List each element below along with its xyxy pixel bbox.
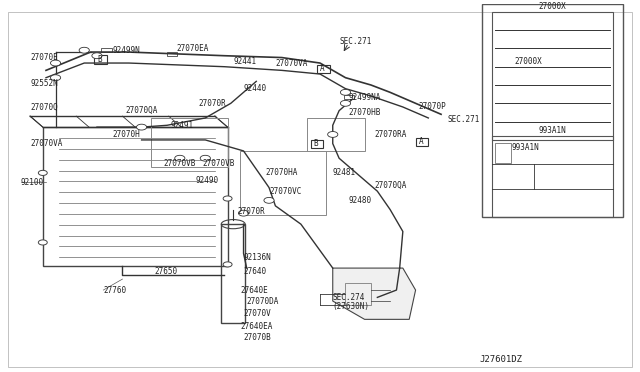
Text: 27070QA: 27070QA [374,181,406,190]
Text: 92499NA: 92499NA [349,93,381,102]
Text: 27640E: 27640E [241,286,268,295]
Bar [492,136,613,217]
Circle shape [328,132,338,137]
Text: 993A1N: 993A1N [511,143,539,152]
Text: 27070EA: 27070EA [177,44,209,53]
Text: SEC.271: SEC.271 [339,36,371,46]
Text: 27000X: 27000X [539,2,566,11]
Text: SEC.271: SEC.271 [447,115,480,124]
Text: 27640: 27640 [244,267,267,276]
Text: 27070RA: 27070RA [374,130,406,139]
Bar [311,140,323,148]
Bar [317,64,330,73]
Text: 92440: 92440 [244,84,267,93]
Bar [307,118,365,151]
Circle shape [136,124,147,130]
Text: 92491: 92491 [170,121,193,130]
Circle shape [38,240,47,245]
Ellipse shape [221,219,245,229]
Circle shape [223,262,232,267]
Bar [344,94,354,99]
Circle shape [79,47,90,53]
Text: (27630N): (27630N) [333,302,370,311]
Bar [95,55,106,64]
Text: 92552N: 92552N [30,79,58,88]
Text: 27070VB: 27070VB [202,159,234,168]
Bar [416,138,428,146]
Text: 27070P: 27070P [419,102,447,112]
Text: A: A [320,64,325,73]
Bar [167,52,177,56]
Circle shape [51,75,61,81]
Text: 27070R: 27070R [237,207,265,216]
Text: 27070Q: 27070Q [30,102,58,112]
Text: 27070VA: 27070VA [30,139,63,148]
Text: 27070VC: 27070VC [269,187,301,196]
Text: 27070VB: 27070VB [164,159,196,168]
Circle shape [223,196,232,201]
Text: 92481: 92481 [333,169,356,177]
Text: 92441: 92441 [234,57,257,66]
Bar [346,283,371,305]
Bar [221,224,245,323]
Circle shape [38,170,47,176]
Circle shape [200,155,211,161]
Bar [483,4,623,217]
Text: 27640EA: 27640EA [241,322,273,331]
Circle shape [340,100,351,106]
Circle shape [239,210,248,216]
Text: 27070E: 27070E [30,53,58,62]
Text: A: A [419,137,424,146]
Text: 27070VA: 27070VA [275,58,308,68]
Bar [492,12,613,140]
Circle shape [175,155,185,161]
Text: 27000X: 27000X [515,57,542,66]
Text: J27601DZ: J27601DZ [479,355,522,364]
Text: 993A1N: 993A1N [539,126,566,135]
Text: 27760: 27760 [103,286,127,295]
Text: 27070B: 27070B [244,333,271,342]
Text: 27070QA: 27070QA [125,106,158,115]
Text: SEC.274: SEC.274 [333,293,365,302]
Polygon shape [333,268,415,319]
Text: 92136N: 92136N [244,253,271,262]
Text: 27070R: 27070R [199,99,227,108]
Bar [43,127,228,266]
Text: 92480: 92480 [349,196,372,205]
Text: 27070H: 27070H [113,130,141,139]
Text: 27070HA: 27070HA [266,169,298,177]
Circle shape [264,198,274,203]
Text: 27070HB: 27070HB [349,108,381,117]
Bar [241,151,326,215]
Circle shape [92,53,102,59]
Circle shape [51,60,61,66]
Bar [151,118,228,167]
Circle shape [340,89,351,95]
Text: 27070DA: 27070DA [246,296,279,305]
Text: 92499N: 92499N [113,46,141,55]
Text: 27650: 27650 [154,267,177,276]
Text: 27070V: 27070V [244,310,271,318]
Text: B: B [97,55,102,64]
Text: 92100: 92100 [20,177,44,186]
Text: B: B [314,139,319,148]
Bar [495,143,511,163]
Text: 92490: 92490 [196,176,219,185]
Bar [101,48,111,52]
